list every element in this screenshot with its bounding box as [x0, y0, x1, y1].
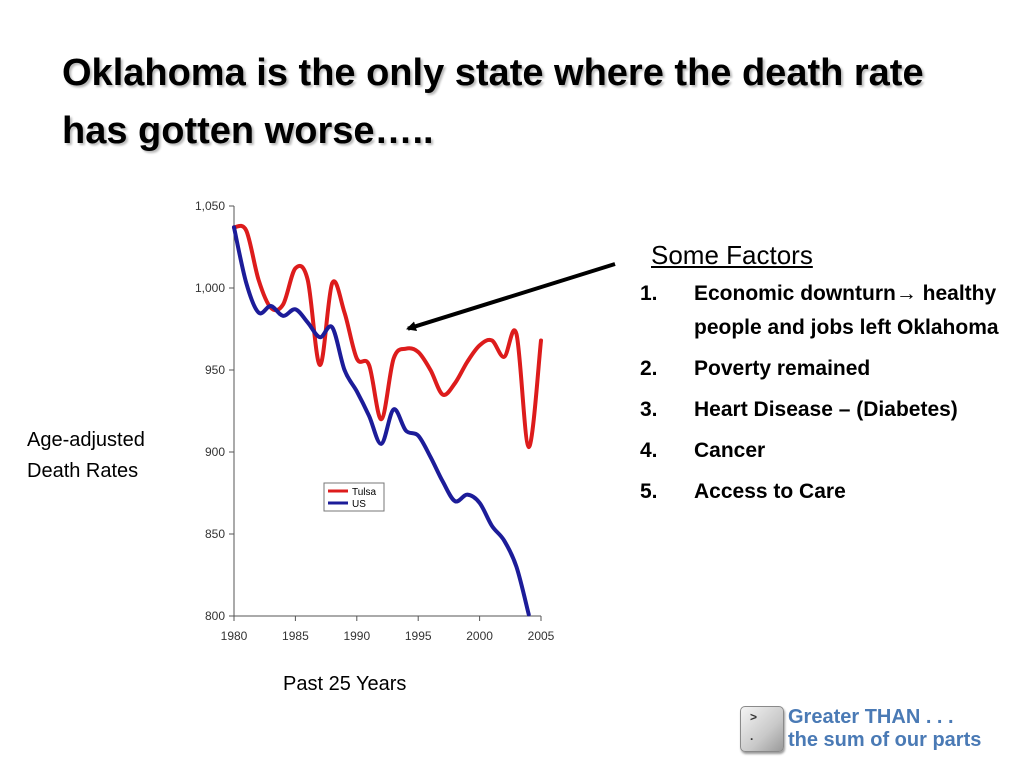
x-tick-label: 1995 — [405, 629, 432, 643]
factor-text: Economic downturn→ healthy people and jo… — [694, 282, 999, 339]
legend-label: Tulsa — [352, 487, 377, 498]
y-tick-label: 900 — [205, 445, 225, 459]
chart-series-lines — [232, 223, 543, 617]
factor-item: 1. Economic downturn→ healthy people and… — [640, 277, 1000, 345]
chart-axes: 800 850 900 950 1,000 1,050 1980 1985 1990 1995 20… — [195, 199, 555, 643]
brand-logo: > . Greater THAN . . . the sum of our pa… — [740, 706, 1020, 758]
key-symbol-top: > — [750, 710, 758, 724]
y-tick-label: 800 — [205, 609, 225, 623]
legend-box — [323, 482, 385, 512]
factor-number: 2. — [640, 357, 658, 380]
x-tick-label: 1980 — [221, 629, 248, 643]
y-axis-label-line1: Age-adjusted — [27, 429, 145, 451]
keyboard-key-icon: > . — [740, 706, 784, 752]
factors-heading: Some Factors — [651, 240, 813, 270]
y-axis-label-line2: Death Rates — [27, 460, 139, 482]
y-tick-label: 950 — [205, 363, 225, 377]
y-tick-label: 1,000 — [195, 281, 225, 295]
factor-number: 4. — [640, 439, 658, 462]
x-tick-label: 2000 — [466, 629, 493, 643]
slide-title: Oklahoma is the only state where the dea… — [62, 52, 924, 152]
chart-annotation — [406, 262, 616, 332]
factor-item: 3. Heart Disease – (Diabetes) — [640, 393, 1000, 427]
factor-number: 5. — [640, 480, 658, 503]
factor-item: 4. Cancer — [640, 434, 1000, 468]
legend-label: US — [352, 499, 366, 510]
factor-number: 1. — [640, 282, 658, 305]
factor-number: 3. — [640, 398, 658, 421]
factor-text: Poverty remained — [694, 357, 871, 380]
factor-item: 5. Access to Care — [640, 475, 1000, 509]
logo-line2: the sum of our parts — [788, 729, 982, 751]
series-line-tulsa — [232, 223, 543, 450]
x-tick-label: 1990 — [343, 629, 370, 643]
factor-text: Cancer — [694, 439, 766, 462]
logo-text: Greater THAN . . . the sum of our parts — [788, 706, 981, 752]
factors-panel: Some Factors 1. Economic downturn→ healt… — [640, 240, 1000, 516]
factor-item: 2. Poverty remained — [640, 352, 1000, 386]
y-tick-label: 1,050 — [195, 199, 225, 213]
y-axis-label: Age-adjusted Death Rates — [27, 425, 145, 487]
x-tick-label: 1985 — [282, 629, 309, 643]
factors-list: 1. Economic downturn→ healthy people and… — [640, 277, 1000, 509]
series-line-us — [232, 225, 531, 617]
key-symbol-bottom: . — [750, 729, 754, 743]
x-axis-label: Past 25 Years — [283, 673, 407, 695]
factor-text: Access to Care — [694, 480, 846, 503]
x-tick-label: 2005 — [528, 629, 555, 643]
annotation-arrow — [406, 262, 616, 332]
factor-text: Heart Disease – (Diabetes) — [694, 398, 958, 421]
y-tick-label: 850 — [205, 527, 225, 541]
logo-line1: Greater THAN . . . — [788, 706, 954, 728]
